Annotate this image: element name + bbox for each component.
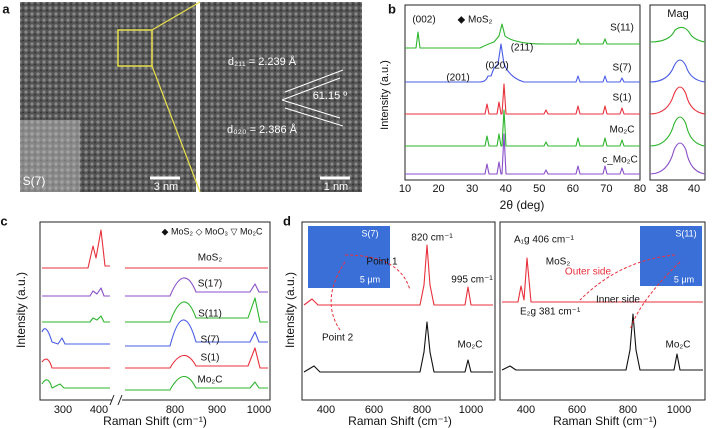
x-tick-label: 400 <box>517 404 535 416</box>
label: 5 μm <box>360 274 380 284</box>
series-label: S(1) <box>201 353 220 364</box>
x-tick-label: 300 <box>54 404 72 416</box>
panel-label: c <box>0 213 7 228</box>
label: S(7) <box>361 228 378 238</box>
axis-title: Raman Shift (cm⁻¹) <box>348 414 452 428</box>
panel-label: b <box>388 1 396 16</box>
label: 3 nm <box>154 181 178 193</box>
label: 995 cm⁻¹ <box>451 275 493 286</box>
point-curves <box>303 244 703 373</box>
x-tick-label: 38 <box>656 183 668 195</box>
series-label: MoS₂ <box>198 253 223 264</box>
x-tick-label: 800 <box>166 404 184 416</box>
axis-title: Intensity (a.u.) <box>14 272 28 348</box>
label: Mo₂C <box>666 340 691 351</box>
tem-shade <box>20 120 80 192</box>
x-tick-label: 30 <box>466 183 478 195</box>
label: Outer side <box>565 267 612 278</box>
series-label: Mo₂C <box>610 125 635 136</box>
x-tick-label: 40 <box>500 183 512 195</box>
pointer-arrows <box>330 254 681 331</box>
annotation: (002) <box>412 15 435 26</box>
mag-frame <box>649 4 706 181</box>
label: Point 1 <box>366 257 398 268</box>
x-tick-label: 1000 <box>459 404 483 416</box>
x-tick-label: 400 <box>90 404 108 416</box>
label: S(7) <box>23 174 46 188</box>
x-tick-label: 900 <box>208 404 226 416</box>
panel-label: a <box>2 1 10 16</box>
raman-frame-left <box>301 221 496 401</box>
label: 61.15 º <box>313 90 348 102</box>
axis-title: Intensity (a.u.) <box>283 272 297 348</box>
axis-break <box>112 395 122 405</box>
x-tick-label: 10 <box>399 183 411 195</box>
label: E₂g 381 cm⁻¹ <box>520 307 581 318</box>
inset-left <box>308 226 390 288</box>
annotation: (020) <box>485 61 508 72</box>
x-tick-label: 400 <box>317 404 335 416</box>
series-label: Mo₂C <box>198 375 223 386</box>
x-tick-label: 20 <box>432 183 444 195</box>
x-tick-label: 80 <box>634 183 646 195</box>
x-tick-label: 50 <box>533 183 545 195</box>
xrd-frame <box>404 4 641 181</box>
lattice-lines <box>281 69 344 127</box>
x-tick-label: 70 <box>600 183 612 195</box>
label: 820 cm⁻¹ <box>411 233 453 244</box>
series-label: S(7) <box>613 63 632 74</box>
axis-title: 2θ (deg) <box>500 198 545 212</box>
xrd-curves <box>405 23 706 175</box>
x-tick-label: 1000 <box>667 404 691 416</box>
label: Mo₂C <box>458 340 483 351</box>
axis-title: Raman Shift (cm⁻¹) <box>553 414 657 428</box>
series-label: S(11) <box>610 23 634 34</box>
panel-label: d <box>283 213 291 228</box>
label: Inner side <box>596 295 640 306</box>
label: d₂₁₁ = 2.239 Å <box>228 55 297 68</box>
annotation: ◆ MoS₂ <box>458 15 493 26</box>
zoom-box <box>117 29 153 67</box>
label: 5 μm <box>674 274 694 284</box>
raman-frame <box>39 221 271 401</box>
break-marks <box>109 394 123 406</box>
x-tick-label: 800 <box>619 404 637 416</box>
series-label: S(1) <box>613 93 632 104</box>
axis-title: Raman Shift (cm⁻¹) <box>103 414 207 428</box>
annotation: (201) <box>446 73 469 84</box>
zoom-lines <box>151 1 201 193</box>
x-tick-label: 60 <box>567 183 579 195</box>
hrtem-image <box>200 2 362 192</box>
label: A₁g 406 cm⁻¹ <box>514 235 574 246</box>
x-tick-label: 40 <box>688 183 700 195</box>
series-label: c_Mo₂C <box>602 155 638 166</box>
inset-right <box>640 226 702 286</box>
panel-title: Mag <box>667 8 688 20</box>
series-label: S(11) <box>198 309 222 320</box>
annotation: (211) <box>511 43 534 54</box>
label: MoS₂ <box>546 257 571 268</box>
label: S(11) <box>675 228 696 238</box>
x-tick-label: 600 <box>568 404 586 416</box>
label: d₀₂₀ = 2.386 Å <box>227 123 298 136</box>
x-tick-label: 600 <box>365 404 383 416</box>
series-label: S(7) <box>201 335 220 346</box>
x-tick-label: 800 <box>413 404 431 416</box>
legend: ◆ MoS₂ ◇ MoO₃ ▽ Mo₂C <box>162 226 263 236</box>
raman-frame-right <box>499 221 706 401</box>
series-label: S(17) <box>198 279 222 290</box>
label: 1 nm <box>324 181 348 193</box>
axis-title: Intensity (a.u.) <box>379 60 391 130</box>
x-tick-label: 1000 <box>247 404 271 416</box>
raman-curves <box>41 229 268 391</box>
label: Point 2 <box>322 333 354 344</box>
